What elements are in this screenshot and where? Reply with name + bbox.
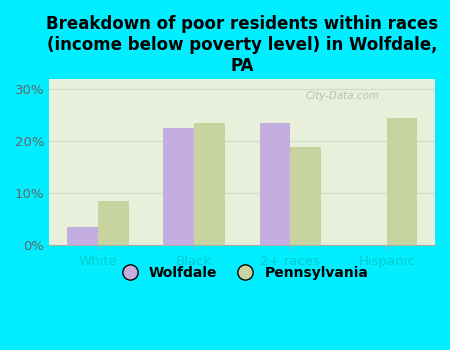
Bar [163,128,194,245]
Bar [290,147,321,245]
Bar [194,123,225,245]
Bar [98,201,129,245]
Bar [67,227,98,245]
Title: Breakdown of poor residents within races
(income below poverty level) in Wolfdal: Breakdown of poor residents within races… [46,15,438,75]
Text: City-Data.com: City-Data.com [306,91,379,100]
Bar [387,118,418,245]
Bar [260,123,290,245]
Legend: Wolfdale, Pennsylvania: Wolfdale, Pennsylvania [110,260,374,285]
